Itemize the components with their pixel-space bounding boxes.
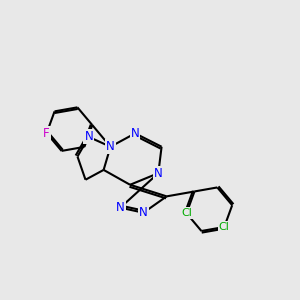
Text: N: N — [84, 130, 93, 143]
Text: N: N — [116, 201, 125, 214]
Text: N: N — [154, 167, 163, 180]
Text: Cl: Cl — [181, 208, 192, 218]
Text: F: F — [43, 127, 50, 140]
Text: N: N — [131, 127, 140, 140]
Text: N: N — [139, 206, 148, 219]
Text: N: N — [106, 140, 115, 153]
Text: Cl: Cl — [219, 222, 230, 232]
